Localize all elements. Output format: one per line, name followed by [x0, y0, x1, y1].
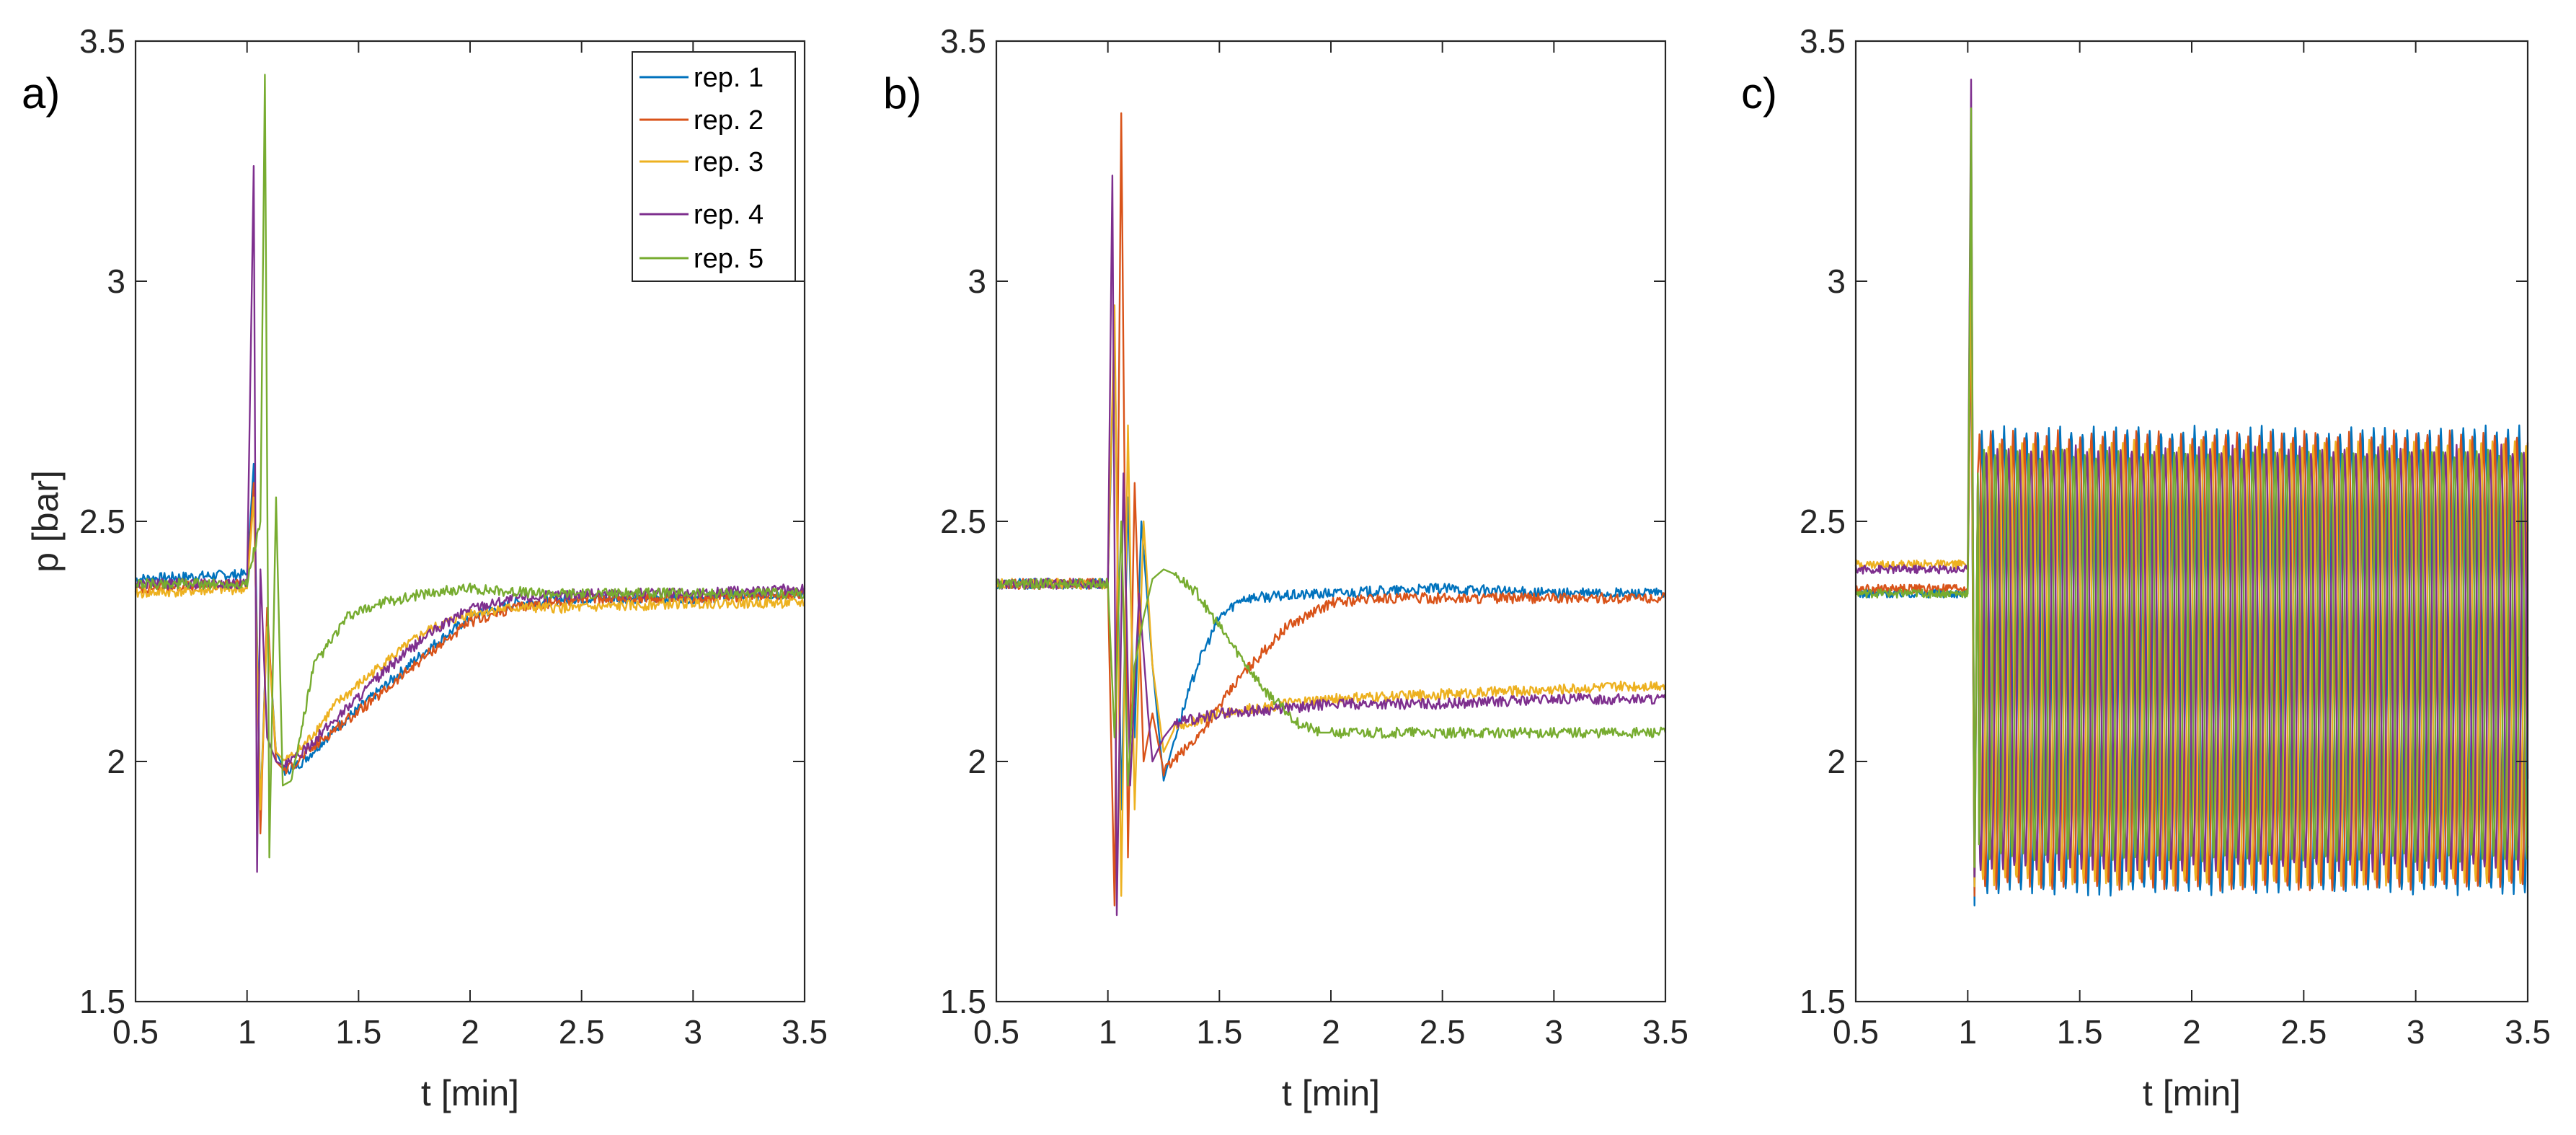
- panel-c-ytick-label: 2.5: [1800, 503, 1846, 540]
- panel-b-ytick-label: 1.5: [940, 983, 986, 1020]
- panel-b-ytick-label: 2.5: [940, 503, 986, 540]
- panel-b-xtick-label: 2: [1322, 1013, 1340, 1051]
- panel-a-xtick-label: 2: [461, 1013, 479, 1051]
- panel-c-xtick-label: 2.5: [2280, 1013, 2327, 1051]
- legend-box: [632, 51, 796, 282]
- panel-a-xlabel: t [min]: [421, 1073, 519, 1113]
- panel-c-xtick-label: 1.5: [2057, 1013, 2103, 1051]
- panel-b-xtick-label: 1.5: [1196, 1013, 1242, 1051]
- panel-b-axes-box: [995, 40, 1667, 1003]
- panel-b-ytick-label: 3: [968, 262, 986, 300]
- panel-c: 0.5 1 1.5 2 2.5 3 3.5 1.5 2 2.5 3 3.5 c) t [min]: [1741, 22, 2551, 1113]
- panel-a-axes-box: [134, 40, 806, 1003]
- panel-b-ytick-label: 2: [968, 743, 986, 780]
- panel-a-xtick-label: 3: [684, 1013, 703, 1051]
- panel-a-xtick-label: 0.5: [112, 1013, 159, 1051]
- panel-b-series-rep-5: [995, 520, 1667, 787]
- panel-c-ticks: 0.5 1 1.5 2 2.5 3 3.5 1.5 2 2.5 3 3.5: [1800, 22, 2551, 1051]
- panel-a-xtick-label: 1.5: [335, 1013, 381, 1051]
- panel-c-series-rep-4: [1854, 79, 2529, 878]
- legend-entry-rep-1: rep. 1: [694, 63, 763, 93]
- panel-a-ytick-label: 3: [107, 262, 125, 300]
- panel-b-xtick-label: 3.5: [1642, 1013, 1688, 1051]
- panel-c-xtick-label: 2: [2182, 1013, 2201, 1051]
- panel-b-label: b): [883, 69, 921, 118]
- panel-c-label: c): [1741, 69, 1777, 118]
- panel-c-lines: [1854, 79, 2529, 906]
- panel-a-ytick-label: 2.5: [79, 503, 125, 540]
- panel-a-ticks: 0.5 1 1.5 2 2.5 3 3.5 1.5 2 2.5 3 3.5: [79, 22, 828, 1051]
- panel-a-ytick-label: 2: [107, 743, 125, 780]
- panel-a-series-rep-3: [135, 496, 806, 811]
- legend-entry-rep-5: rep. 5: [694, 244, 763, 274]
- panel-a-ylabel: p [bar]: [25, 470, 66, 573]
- panel-a: 0.5 1 1.5 2 2.5 3 3.5 1.5 2 2.5 3 3.5 a) t [min] p …: [22, 22, 828, 1113]
- panel-c-axes-box: [1854, 40, 2529, 1003]
- panel-b-ytick-label: 3.5: [940, 22, 986, 60]
- panel-c-ytick-label: 3: [1827, 262, 1846, 300]
- panel-b-xtick-label: 2.5: [1420, 1013, 1466, 1051]
- panel-a-label: a): [22, 69, 60, 118]
- panel-b-lines: [995, 112, 1667, 917]
- legend-entry-rep-3: rep. 3: [694, 147, 763, 177]
- panel-c-ytick-label: 2: [1827, 743, 1846, 780]
- panel-a-lines: [134, 74, 806, 873]
- panel-a-xtick-label: 3.5: [782, 1013, 828, 1051]
- panel-c-ytick-label: 3.5: [1800, 22, 1846, 60]
- panel-b: 0.5 1 1.5 2 2.5 3 3.5 1.5 2 2.5 3 3.5 b) t [min]: [883, 22, 1688, 1113]
- panel-b-xtick-label: 1: [1099, 1013, 1117, 1051]
- panel-c-ytick-label: 1.5: [1800, 983, 1846, 1020]
- legend-entry-rep-2: rep. 2: [694, 105, 763, 136]
- panel-a-xtick-label: 1: [238, 1013, 257, 1051]
- panel-c-xtick-label: 3.5: [2505, 1013, 2551, 1051]
- panel-b-xtick-label: 0.5: [973, 1013, 1019, 1051]
- panel-c-xlabel: t [min]: [2143, 1073, 2241, 1113]
- legend: rep. 1 rep. 2 rep. 3 rep. 4 rep. 5: [632, 51, 796, 282]
- panel-a-series-rep-5: [134, 74, 806, 859]
- panel-a-ytick-label: 3.5: [79, 22, 125, 60]
- panel-a-xtick-label: 2.5: [559, 1013, 605, 1051]
- panel-c-series-rep-1: [1854, 304, 2529, 906]
- panel-c-xtick-label: 3: [2407, 1013, 2425, 1051]
- legend-entry-rep-4: rep. 4: [694, 200, 763, 230]
- panel-b-plot-area: [996, 41, 1665, 1002]
- panel-c-xtick-label: 0.5: [1833, 1013, 1879, 1051]
- panel-c-series-rep-5: [1854, 107, 2529, 868]
- panel-c-xtick-label: 1: [1959, 1013, 1978, 1051]
- panel-b-xtick-label: 3: [1545, 1013, 1564, 1051]
- panel-a-ytick-label: 1.5: [79, 983, 125, 1020]
- panel-b-xlabel: t [min]: [1282, 1073, 1380, 1113]
